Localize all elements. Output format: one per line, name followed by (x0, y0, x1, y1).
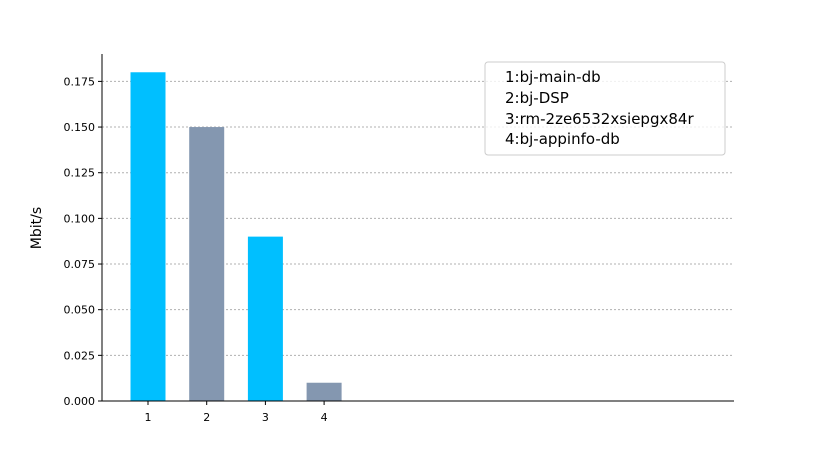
legend-entry-4: 4:bj-appinfo-db (505, 130, 620, 148)
y-tick-label: 0.000 (64, 395, 96, 408)
y-tick-label: 0.075 (64, 258, 96, 271)
axes (101, 54, 734, 402)
legend-entry-3: 3:rm-2ze6532xsiepgx84r (505, 110, 694, 128)
x-tick-label: 1 (145, 411, 152, 424)
y-tick-label: 0.150 (64, 121, 96, 134)
x-tick-label: 3 (262, 411, 269, 424)
bar-3 (247, 236, 283, 401)
bar-1 (130, 72, 166, 402)
x-tick-label: 4 (321, 411, 328, 424)
y-tick-label: 0.025 (64, 349, 96, 362)
x-ticks: 1 2 3 4 (145, 401, 328, 424)
bar-2 (189, 127, 225, 401)
x-tick-label: 2 (203, 411, 210, 424)
y-ticks: 0.000 0.025 0.050 0.075 0.100 0.125 0.150 0.175 (64, 75, 102, 408)
legend-entry-2: 2:bj-DSP (505, 89, 569, 107)
legend-box (484, 61, 726, 156)
y-axis-label: Mbit/s (29, 207, 45, 249)
y-tick-label: 0.125 (64, 167, 96, 180)
y-tick-label: 0.050 (64, 304, 96, 317)
legend-entry-1: 1:bj-main-db (505, 68, 601, 86)
y-tick-label: 0.100 (64, 212, 96, 225)
y-tick-label: 0.175 (64, 75, 96, 88)
bar-4 (306, 382, 342, 401)
legend: 1:bj-main-db 2:bj-DSP 3:rm-2ze6532xsiepg… (484, 61, 726, 156)
bars (130, 72, 342, 402)
